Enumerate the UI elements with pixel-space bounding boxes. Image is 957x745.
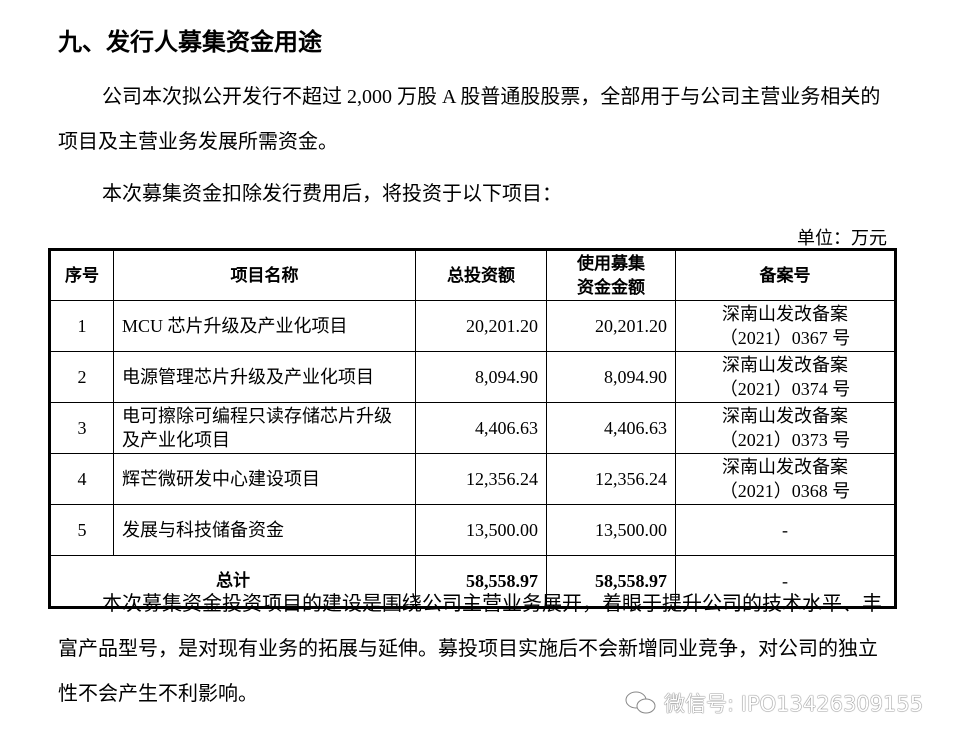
table-row: 1 MCU 芯片升级及产业化项目 20,201.20 20,201.20 深南山… [49, 300, 896, 352]
unit-label: 单位：万元 [797, 228, 887, 248]
cell-filing: - [675, 504, 896, 556]
cell-raised: 13,500.00 [546, 504, 676, 556]
cell-no: 3 [49, 402, 114, 454]
cell-no: 1 [49, 300, 114, 352]
header-total: 总投资额 [415, 249, 547, 301]
table-row: 2 电源管理芯片升级及产业化项目 8,094.90 8,094.90 深南山发改… [49, 351, 896, 403]
watermark: 微信号: IPO13426309155 [624, 688, 923, 718]
header-no: 序号 [49, 249, 114, 301]
cell-filing: 深南山发改备案（2021）0368 号 [675, 453, 896, 505]
header-raised: 使用募集资金金额 [546, 249, 676, 301]
section-heading: 九、发行人募集资金用途 [58, 28, 322, 56]
cell-no: 5 [49, 504, 114, 556]
header-filing: 备案号 [675, 249, 896, 301]
table-row: 3 电可擦除可编程只读存储芯片升级及产业化项目 4,406.63 4,406.6… [49, 402, 896, 454]
cell-name: MCU 芯片升级及产业化项目 [113, 300, 416, 352]
cell-filing: 深南山发改备案（2021）0373 号 [675, 402, 896, 454]
cell-total: 20,201.20 [415, 300, 547, 352]
cell-total: 12,356.24 [415, 453, 547, 505]
watermark-text: 微信号: IPO13426309155 [664, 692, 924, 716]
projects-table: 序号 项目名称 总投资额 使用募集资金金额 备案号 1 MCU 芯片升级及产业化… [48, 248, 897, 609]
cell-name: 辉芒微研发中心建设项目 [113, 453, 416, 505]
cell-raised: 4,406.63 [546, 402, 676, 454]
total-total: 58,558.97 [415, 555, 547, 608]
table-row: 5 发展与科技储备资金 13,500.00 13,500.00 - [49, 504, 896, 556]
paragraph-1: 公司本次拟公开发行不超过 2,000 万股 A 股普通股股票，全部用于与公司主营… [58, 86, 881, 153]
cell-raised: 8,094.90 [546, 351, 676, 403]
cell-total: 8,094.90 [415, 351, 547, 403]
cell-no: 4 [49, 453, 114, 505]
cell-raised: 12,356.24 [546, 453, 676, 505]
table-header-row: 序号 项目名称 总投资额 使用募集资金金额 备案号 [49, 249, 896, 301]
total-row: 总计 58,558.97 58,558.97 - [49, 555, 896, 608]
paragraph-2: 本次募集资金扣除发行费用后，将投资于以下项目： [102, 183, 562, 205]
paragraph-3: 本次募集资金投资项目的建设是围绕公司主营业务展开，着眼于提升公司的技术水平、丰富… [58, 593, 882, 705]
cell-filing: 深南山发改备案（2021）0374 号 [675, 351, 896, 403]
header-name: 项目名称 [113, 249, 416, 301]
total-filing: - [675, 555, 896, 608]
cell-filing: 深南山发改备案（2021）0367 号 [675, 300, 896, 352]
cell-name: 电源管理芯片升级及产业化项目 [113, 351, 416, 403]
cell-total: 13,500.00 [415, 504, 547, 556]
cell-name: 电可擦除可编程只读存储芯片升级及产业化项目 [113, 402, 416, 454]
wechat-icon [625, 691, 656, 714]
cell-no: 2 [49, 351, 114, 403]
cell-total: 4,406.63 [415, 402, 547, 454]
table-row: 4 辉芒微研发中心建设项目 12,356.24 12,356.24 深南山发改备… [49, 453, 896, 505]
total-label: 总计 [49, 555, 416, 608]
cell-name: 发展与科技储备资金 [113, 504, 416, 556]
cell-raised: 20,201.20 [546, 300, 676, 352]
